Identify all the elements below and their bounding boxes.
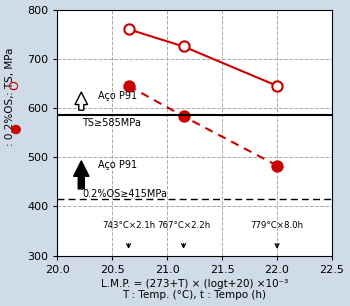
Text: : TS, MPa: : TS, MPa: [5, 47, 15, 95]
Point: [181, 44, 186, 49]
Point: [181, 114, 186, 119]
Point: [126, 84, 131, 88]
Text: 779°C×8.0h: 779°C×8.0h: [251, 221, 303, 230]
Text: 743°C×2.1h: 743°C×2.1h: [102, 221, 155, 230]
Text: Aço P91: Aço P91: [98, 160, 137, 170]
Point: [274, 163, 280, 168]
Point: [126, 27, 131, 32]
Text: 0.2%OS≥415MPa: 0.2%OS≥415MPa: [82, 189, 167, 199]
Point: [274, 84, 280, 88]
Text: Aço P91: Aço P91: [98, 91, 137, 101]
Text: O: O: [8, 80, 21, 90]
Text: TS≥585MPa: TS≥585MPa: [82, 118, 141, 128]
Text: ●: ●: [8, 124, 21, 134]
Text: 767°C×2.2h: 767°C×2.2h: [157, 221, 210, 230]
Text: : 0.2%OS,: : 0.2%OS,: [5, 95, 15, 146]
X-axis label: L.M.P. = (273+T) × (logt+20) ×10⁻³
T : Temp. (°C), t : Tempo (h): L.M.P. = (273+T) × (logt+20) ×10⁻³ T : T…: [101, 279, 288, 300]
